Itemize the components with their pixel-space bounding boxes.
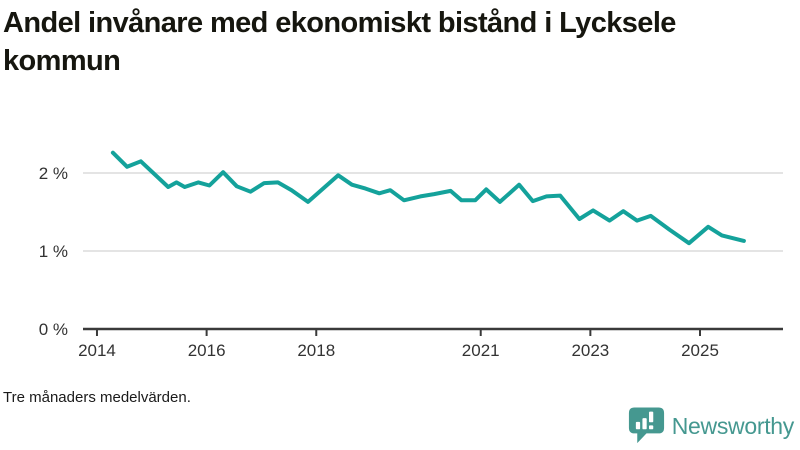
y-tick-label: 2 %	[39, 164, 68, 183]
newsworthy-wordmark: Newsworthy	[671, 412, 795, 439]
newsworthy-icon	[628, 407, 664, 444]
data-line	[110, 150, 746, 246]
line-chart: 0 % 1 % 2 % 2014 2016 2018 2021 2023 2025	[39, 150, 783, 360]
x-tick-label: 2023	[571, 341, 609, 360]
chart-title: Andel invånare med ekonomiskt bistånd i …	[3, 7, 676, 78]
x-tick-label: 2016	[188, 341, 226, 360]
y-tick-label: 1 %	[39, 242, 68, 261]
x-tick-label: 2025	[681, 341, 719, 360]
newsworthy-logo: Newsworthy	[628, 407, 794, 445]
x-tick-label: 2014	[78, 341, 116, 360]
x-tick-label: 2018	[297, 341, 335, 360]
y-tick-label: 0 %	[39, 320, 68, 339]
footnote: Tre månaders medelvärden.	[3, 389, 191, 406]
x-tick-label: 2021	[462, 341, 500, 360]
